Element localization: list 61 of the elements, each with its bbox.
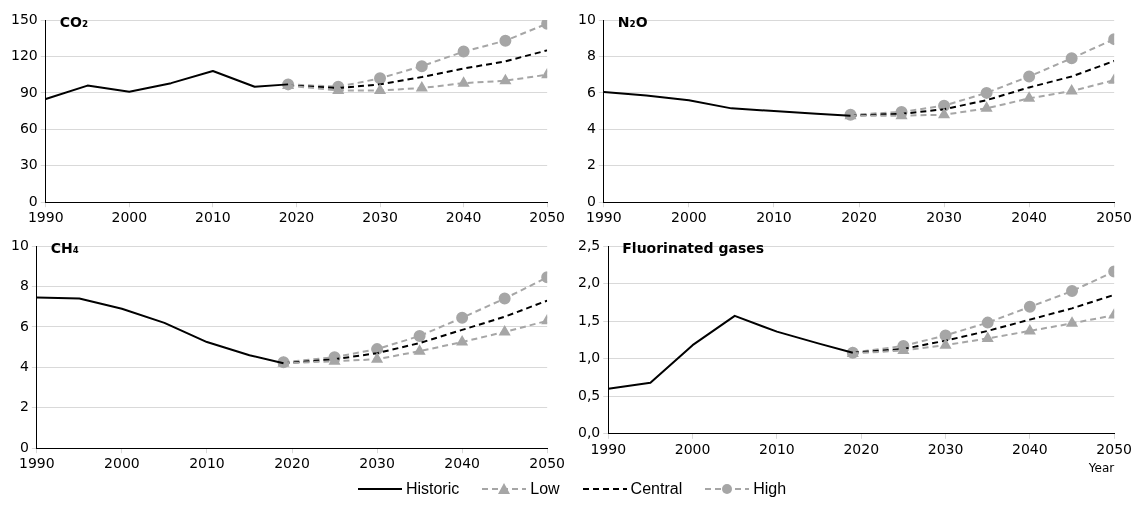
x-tick-label: 2020 [274,455,310,472]
chart-title: Fluorinated gases [622,239,765,256]
x-tick-label: 2030 [926,209,962,226]
y-tick-label: 4 [586,119,596,136]
y-tick-label: 1,0 [578,349,601,366]
x-tick-label: 2010 [759,440,795,457]
y-tick-label: 30 [19,156,38,173]
x-tick-label: 2010 [195,209,231,226]
x-tick-label: 1990 [27,209,64,226]
y-tick-label: 2,5 [578,236,601,253]
x-tick-label: 2040 [444,455,480,472]
y-tick-label: 10 [10,236,29,253]
x-tick-label: 2020 [843,440,880,457]
y-tick-label: 10 [577,10,596,27]
x-tick-label: 2030 [362,209,398,226]
y-tick-label: 2 [586,156,596,173]
legend-label: Historic [405,480,460,498]
x-tick-label: 2000 [104,455,140,472]
chart-title: N₂O [617,13,648,30]
y-tick-label: 8 [19,277,29,294]
x-tick-label: 2040 [445,209,482,226]
x-tick-label: 2050 [529,455,566,472]
y-tick-label: 90 [19,83,38,100]
y-tick-label: 120 [10,47,38,64]
x-tick-label: 2050 [529,209,566,226]
x-tick-label: 1990 [585,209,622,226]
legend-label: High [753,480,787,498]
y-tick-label: 0,5 [578,386,601,403]
x-tick-label: 1990 [18,455,55,472]
y-tick-label: 0 [19,438,29,455]
x-tick-label: 2040 [1012,440,1048,457]
x-tick-label: 2040 [1011,209,1047,226]
x-axis-title: Year [1087,460,1115,475]
x-tick-label: 2010 [756,209,792,226]
x-tick-label: 2030 [359,455,395,472]
x-tick-label: 2050 [1096,209,1133,226]
y-tick-label: 2 [19,398,29,415]
x-tick-label: 2000 [674,440,711,457]
x-tick-label: 2000 [111,209,148,226]
y-tick-label: 6 [19,317,29,334]
y-tick-label: 60 [19,119,38,136]
y-tick-label: 0 [586,192,596,209]
y-tick-label: 150 [10,10,38,27]
legend-label: Central [630,480,683,498]
x-tick-label: 2000 [671,209,707,226]
x-tick-label: 1990 [590,440,627,457]
chart-title: CO₂ [59,13,89,30]
y-tick-label: 8 [586,47,596,64]
x-tick-label: 2030 [927,440,964,457]
y-tick-label: 2,0 [578,274,601,291]
y-tick-label: 1,5 [578,311,601,328]
x-tick-label: 2020 [841,209,877,226]
y-tick-label: 6 [586,83,596,100]
chart-title: CH₄ [50,239,79,256]
x-tick-label: 2050 [1096,440,1133,457]
x-tick-label: 2020 [278,209,315,226]
y-tick-label: 0,0 [578,424,601,441]
y-tick-label: 4 [19,357,29,374]
legend-label: Low [530,480,560,498]
x-tick-label: 2010 [189,455,225,472]
y-tick-label: 0 [28,192,38,209]
